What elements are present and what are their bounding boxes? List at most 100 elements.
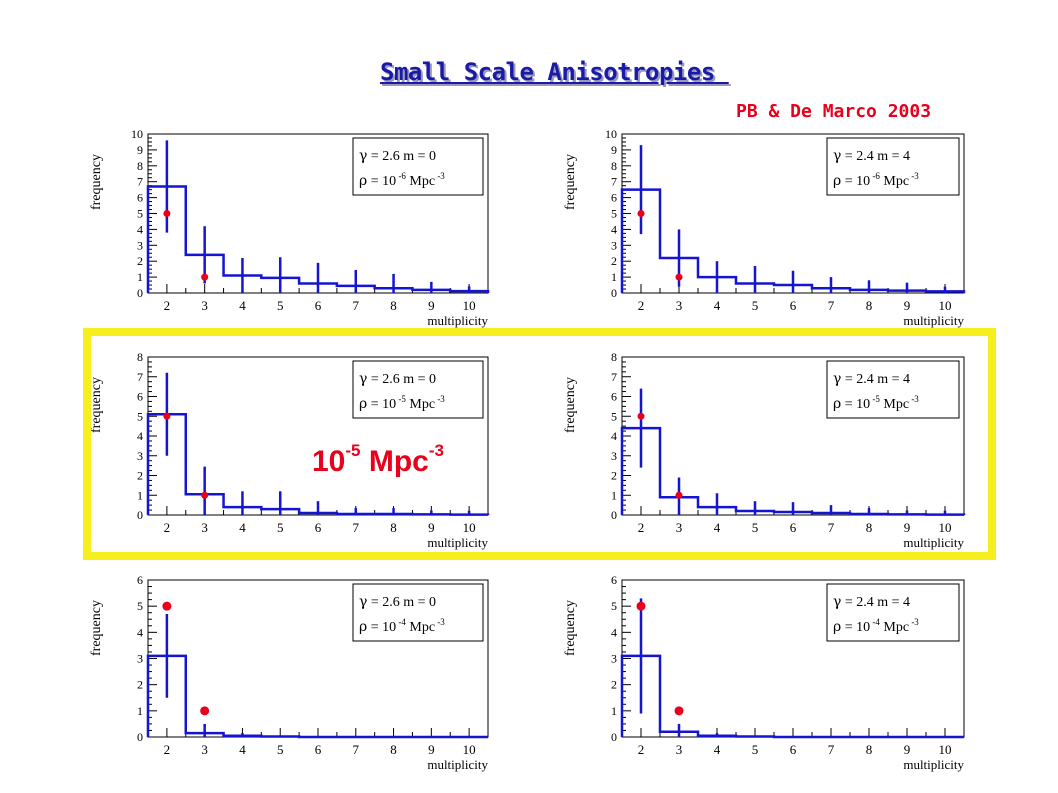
y-tick-label: 1 xyxy=(611,488,617,502)
y-tick-label: 0 xyxy=(611,730,617,744)
x-tick-label: 3 xyxy=(201,742,208,757)
x-tick-label: 4 xyxy=(714,742,721,757)
legend-density: ρ = 10 -5 Mpc -3 xyxy=(359,394,445,412)
data-point xyxy=(162,601,172,611)
y-tick-label: 1 xyxy=(137,270,143,284)
highlight-box xyxy=(83,328,996,560)
x-tick-label: 5 xyxy=(277,742,284,757)
rho-eq: = 10 xyxy=(841,174,870,189)
legend-density: ρ = 10 -4 Mpc -3 xyxy=(359,617,445,635)
data-point xyxy=(163,210,171,217)
x-tick-label: 5 xyxy=(277,520,284,535)
x-tick-label: 5 xyxy=(752,520,759,535)
x-tick-label: 3 xyxy=(676,298,683,313)
rho-symbol: ρ xyxy=(833,396,841,412)
x-tick-label: 10 xyxy=(463,520,476,535)
x-tick-label: 8 xyxy=(866,742,873,757)
y-tick-label: 1 xyxy=(137,704,143,718)
x-tick-label: 9 xyxy=(904,742,911,757)
x-tick-label: 7 xyxy=(353,742,360,757)
data-point xyxy=(675,491,683,499)
y-tick-label: 6 xyxy=(137,390,143,404)
y-tick-label: 5 xyxy=(611,599,617,613)
x-axis-label: multiplicity xyxy=(903,535,964,550)
credit-text: PB & De Marco 2003 xyxy=(736,101,932,122)
y-tick-label: 1 xyxy=(611,270,617,284)
y-tick-label: 5 xyxy=(137,207,143,221)
y-tick-label: 4 xyxy=(137,429,143,443)
y-tick-label: 5 xyxy=(611,207,617,221)
density-unit: Mpc xyxy=(368,445,429,478)
y-axis-label: frequency xyxy=(563,154,578,210)
gamma-symbol: γ xyxy=(359,371,367,387)
y-axis-label: frequency xyxy=(563,600,578,656)
rho-eq: = 10 xyxy=(367,174,396,189)
y-tick-label: 7 xyxy=(137,175,143,189)
x-axis-label: multiplicity xyxy=(427,535,488,550)
legend-density: ρ = 10 -5 Mpc -3 xyxy=(833,394,919,412)
data-point xyxy=(637,210,645,217)
x-tick-label: 10 xyxy=(463,298,476,313)
density-exp: -5 xyxy=(345,441,361,460)
y-tick-label: 7 xyxy=(611,370,617,384)
y-tick-label: 2 xyxy=(137,254,143,268)
data-point xyxy=(201,491,209,499)
x-tick-label: 2 xyxy=(638,742,645,757)
x-tick-label: 9 xyxy=(904,298,911,313)
x-tick-label: 10 xyxy=(463,742,476,757)
y-tick-label: 8 xyxy=(611,159,617,173)
gamma-value: = 2.6 m = 0 xyxy=(367,595,436,610)
rho-unit: Mpc xyxy=(880,174,909,189)
x-tick-label: 4 xyxy=(239,520,246,535)
rho-exp: -6 xyxy=(396,171,406,181)
x-tick-label: 2 xyxy=(638,298,645,313)
rho-eq: = 10 xyxy=(367,620,396,635)
rho-eq: = 10 xyxy=(841,397,870,412)
y-tick-label: 6 xyxy=(611,390,617,404)
gamma-value: = 2.4 m = 4 xyxy=(841,149,910,164)
y-tick-label: 0 xyxy=(611,286,617,300)
y-tick-label: 10 xyxy=(605,127,617,141)
rho-symbol: ρ xyxy=(833,173,841,189)
y-tick-label: 1 xyxy=(137,488,143,502)
gamma-symbol: γ xyxy=(359,148,367,164)
y-tick-label: 0 xyxy=(611,508,617,522)
rho-symbol: ρ xyxy=(359,619,367,635)
data-point xyxy=(675,273,683,281)
x-tick-label: 4 xyxy=(714,298,721,313)
y-tick-label: 3 xyxy=(137,652,143,666)
y-tick-label: 6 xyxy=(611,191,617,205)
rho-unit: Mpc xyxy=(880,620,909,635)
legend-params: γ = 2.6 m = 0 xyxy=(359,148,436,164)
gamma-value: = 2.4 m = 4 xyxy=(841,372,910,387)
x-tick-label: 6 xyxy=(315,298,322,313)
y-tick-label: 9 xyxy=(611,143,617,157)
x-tick-label: 2 xyxy=(164,520,171,535)
y-tick-label: 3 xyxy=(611,652,617,666)
x-tick-label: 6 xyxy=(790,520,797,535)
legend-params: γ = 2.4 m = 4 xyxy=(833,371,910,387)
histogram-line xyxy=(146,654,488,739)
y-tick-label: 10 xyxy=(131,127,143,141)
y-tick-label: 8 xyxy=(137,350,143,364)
y-tick-label: 0 xyxy=(137,508,143,522)
y-tick-label: 0 xyxy=(137,730,143,744)
x-tick-label: 4 xyxy=(239,298,246,313)
legend-box xyxy=(352,137,484,196)
rho-symbol: ρ xyxy=(359,173,367,189)
y-tick-label: 2 xyxy=(137,469,143,483)
x-tick-label: 8 xyxy=(866,520,873,535)
y-axis-label: frequency xyxy=(89,154,104,210)
y-tick-label: 2 xyxy=(137,678,143,692)
x-tick-label: 10 xyxy=(939,298,952,313)
y-axis-label: frequency xyxy=(89,600,104,656)
x-tick-label: 4 xyxy=(239,742,246,757)
rho-unit: Mpc xyxy=(406,620,435,635)
x-tick-label: 6 xyxy=(315,742,322,757)
y-tick-label: 0 xyxy=(137,286,143,300)
rho-exp: -5 xyxy=(396,394,406,404)
x-tick-label: 2 xyxy=(164,298,171,313)
